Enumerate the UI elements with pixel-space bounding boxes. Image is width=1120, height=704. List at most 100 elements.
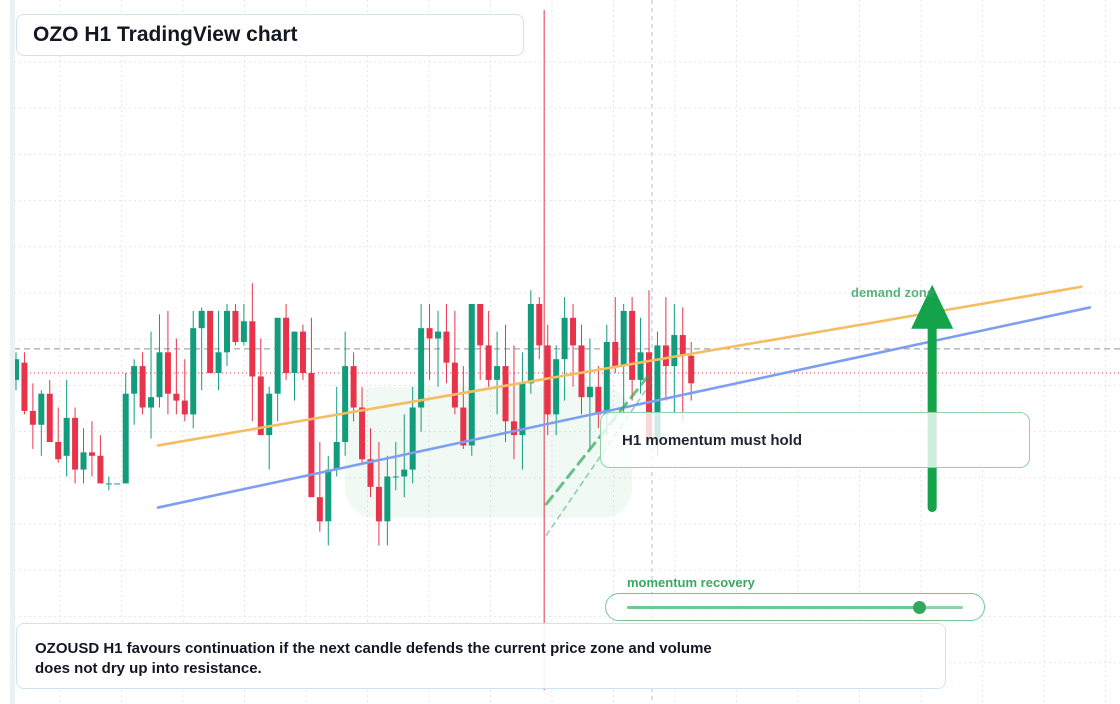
candle <box>443 304 450 384</box>
candle <box>662 297 669 401</box>
candle <box>460 366 467 449</box>
candle <box>620 304 627 415</box>
candle-body <box>460 407 467 446</box>
candle <box>105 476 112 491</box>
candle <box>299 324 306 380</box>
analysis-note-text: OZOUSD H1 favours continuation if the ne… <box>35 640 712 677</box>
candle-body <box>451 362 458 408</box>
candle <box>156 314 163 408</box>
candle <box>359 386 366 463</box>
title-box: OZO H1 TradingView chart <box>16 14 524 56</box>
candle <box>97 435 104 484</box>
candle-body <box>375 486 382 522</box>
candle <box>679 307 686 422</box>
trendline-green-dotted <box>545 382 652 536</box>
candle-body <box>586 386 593 398</box>
candle <box>215 310 222 391</box>
candle-body <box>63 417 70 456</box>
candle <box>477 304 484 380</box>
candle-body <box>401 469 408 477</box>
candle <box>131 359 138 425</box>
candle-body <box>38 393 45 425</box>
candle <box>173 338 180 415</box>
candle-body <box>536 304 543 346</box>
candle-body <box>46 393 53 442</box>
candle-body <box>131 366 138 394</box>
candle-body <box>122 393 129 484</box>
candle-body <box>173 393 180 401</box>
candle-body <box>342 366 349 442</box>
candle <box>291 331 298 401</box>
candle-body <box>148 397 155 408</box>
candle <box>392 442 399 491</box>
candle-body <box>637 352 644 380</box>
candle-body <box>662 345 669 367</box>
candle <box>586 338 593 449</box>
candle-body <box>679 335 686 356</box>
candle-body <box>21 362 28 411</box>
candle-body <box>72 417 79 470</box>
candle-body <box>392 476 399 478</box>
candle-body <box>409 407 416 470</box>
candle-body <box>435 331 441 339</box>
momentum-meter[interactable] <box>605 593 985 621</box>
candle <box>435 310 441 387</box>
candle <box>595 366 602 429</box>
candle <box>494 331 501 415</box>
candle-body <box>283 317 290 373</box>
candle-body <box>620 310 627 367</box>
candle-body <box>156 352 163 398</box>
candle-body <box>114 483 121 485</box>
candle-body <box>350 366 357 408</box>
candle-body <box>164 352 171 394</box>
candle-body <box>325 469 332 522</box>
candle <box>249 283 256 422</box>
candle <box>485 310 492 387</box>
candle <box>384 455 391 546</box>
candle <box>316 442 323 532</box>
candle <box>527 290 534 394</box>
candle <box>502 324 509 442</box>
meter-knob[interactable] <box>913 601 927 614</box>
candle <box>232 304 239 346</box>
arrow-head <box>911 284 954 329</box>
candle-body <box>426 328 433 339</box>
candle-body <box>266 393 273 436</box>
candle-body <box>443 331 450 363</box>
candle-body <box>654 345 661 439</box>
candle-body <box>224 310 230 353</box>
candle-body <box>274 317 281 394</box>
candle-body <box>232 310 239 342</box>
candle-body <box>105 483 112 485</box>
candle <box>342 331 349 456</box>
candle <box>148 331 155 439</box>
candle <box>21 352 28 415</box>
candle-body <box>240 321 247 342</box>
candle-body <box>578 345 585 398</box>
candle-body <box>29 410 36 425</box>
candle-body <box>55 442 62 460</box>
candle <box>519 352 526 470</box>
candle-body <box>97 455 104 484</box>
analysis-note: OZOUSD H1 favours continuation if the ne… <box>16 623 946 689</box>
candle-body <box>519 383 526 436</box>
momentum-callout: H1 momentum must hold <box>600 412 1030 468</box>
candle <box>308 317 315 498</box>
candle <box>451 310 458 415</box>
candle-body <box>316 497 323 522</box>
candle <box>72 407 79 484</box>
chart-title: OZO H1 TradingView chart <box>33 23 298 46</box>
candle <box>257 338 264 436</box>
candle <box>266 386 273 470</box>
candle-body <box>257 376 264 436</box>
candle-body <box>485 345 492 380</box>
candle <box>553 345 560 436</box>
candle <box>468 304 475 456</box>
candle <box>561 297 568 401</box>
candle <box>88 421 95 477</box>
candle <box>139 352 146 415</box>
candle-body <box>333 442 340 470</box>
candle <box>637 317 644 394</box>
candle-body <box>671 335 678 367</box>
